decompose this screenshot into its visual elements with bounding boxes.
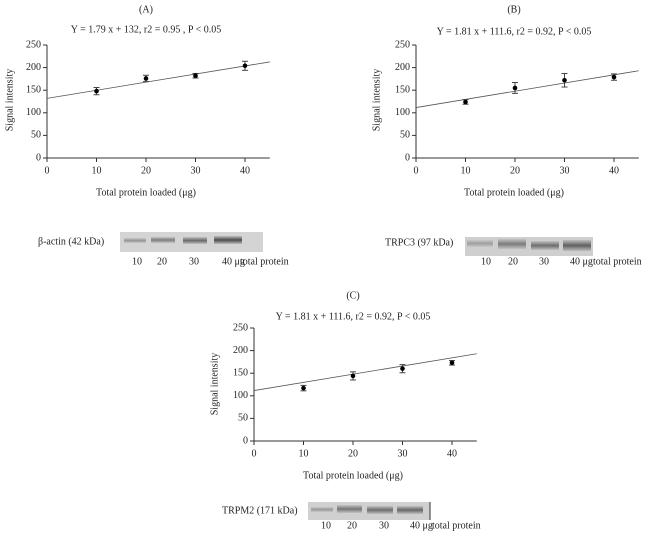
y-tick-label: 0 (243, 435, 248, 446)
y-tick-label: 250 (233, 322, 248, 333)
panel-label: (B) (507, 4, 520, 15)
x-tick-label: 10 (299, 448, 309, 459)
blot-band (498, 239, 526, 249)
x-tick-label: 0 (414, 165, 419, 176)
blot-band (214, 236, 242, 244)
blot-band (367, 506, 393, 514)
x-tick-label: 10 (461, 165, 471, 176)
blot-lane-label: 40 μg (410, 520, 433, 531)
point (400, 366, 405, 371)
y-tick-label: 100 (395, 107, 410, 118)
x-axis-label: Total protein loaded (μg) (303, 470, 403, 481)
blot-band (563, 240, 591, 251)
y-tick-label: 0 (405, 152, 410, 163)
point (193, 73, 198, 79)
blot-band (183, 237, 207, 244)
trendline (46, 61, 270, 99)
blot-label: TRPC3 (97 kDa) (385, 237, 453, 248)
blot-lane-label: 30 (539, 256, 549, 267)
x-tick-label: 30 (398, 448, 408, 459)
point (449, 360, 455, 366)
point (94, 88, 99, 94)
blot-lane-label: 40 μg (222, 256, 245, 267)
blot-lane-label: 20 (347, 520, 357, 531)
blot-band (531, 241, 559, 250)
x-axis-label: Total protein loaded (μg) (96, 187, 196, 198)
blot-band (337, 505, 362, 513)
point (463, 99, 468, 105)
chart-title: Y = 1.81 x + 111.6, r2 = 0.92, P < 0.05 (276, 311, 431, 322)
y-axis-label: Signal intensity (209, 353, 220, 416)
blot-lane-label: 20 (157, 256, 167, 267)
blot-lane-label: 20 (508, 256, 518, 267)
blot-lane-label: 10 (132, 256, 142, 267)
x-tick-label: 30 (191, 165, 201, 176)
blot-label: TRPM2 (171 kDa) (222, 505, 298, 516)
y-axis-label: Signal intensity (371, 69, 382, 132)
x-tick-label: 40 (240, 165, 250, 176)
y-tick-label: 200 (233, 345, 248, 356)
x-tick-label: 20 (510, 165, 520, 176)
blot-lane-label: 10 (321, 520, 331, 531)
x-tick-label: 0 (45, 165, 50, 176)
y-tick-label: 100 (26, 107, 41, 118)
blot-lane-label: 40 μg (570, 256, 593, 267)
blot-lane-label: 30 (189, 256, 199, 267)
x-tick-label: 30 (560, 165, 570, 176)
point (242, 63, 248, 69)
blot-lane-label: 30 (379, 520, 389, 531)
blot-band (467, 240, 493, 247)
point (512, 85, 518, 91)
blot-lane-label: 10 (481, 256, 491, 267)
blot-band (124, 238, 146, 243)
y-tick-label: 150 (395, 84, 410, 95)
blot-band (397, 506, 423, 514)
blot-suffix: total protein (593, 256, 642, 267)
x-axis-label: Total protein loaded (μg) (464, 187, 564, 198)
y-tick-label: 200 (26, 62, 41, 73)
blot-band (151, 237, 175, 243)
point (562, 77, 567, 83)
y-tick-label: 250 (26, 39, 41, 50)
y-tick-label: 200 (395, 62, 410, 73)
point (350, 373, 356, 379)
panel-label: (A) (139, 4, 153, 15)
blot-image (465, 237, 593, 256)
y-tick-label: 150 (26, 84, 41, 95)
y-tick-label: 0 (36, 152, 41, 163)
y-tick-label: 50 (238, 413, 248, 424)
x-tick-label: 10 (92, 165, 102, 176)
point (611, 74, 617, 80)
trendline (415, 70, 639, 108)
blot-suffix: total protein (432, 520, 481, 531)
point (143, 76, 149, 81)
chart-title: Y = 1.79 x + 132, r2 = 0.95 , P < 0.05 (71, 24, 221, 35)
y-tick-label: 50 (400, 130, 410, 141)
x-tick-label: 0 (252, 448, 257, 459)
y-axis-label: Signal intensity (4, 69, 15, 132)
y-tick-label: 250 (395, 39, 410, 50)
y-tick-label: 150 (233, 367, 248, 378)
y-tick-label: 50 (31, 130, 41, 141)
x-tick-label: 40 (447, 448, 457, 459)
y-tick-label: 100 (233, 390, 248, 401)
panel-label: (C) (346, 290, 359, 301)
blot-label: β-actin (42 kDa) (38, 236, 104, 247)
point (301, 385, 306, 391)
chart-title: Y = 1.81 x + 111.6, r2 = 0.92, P < 0.05 (437, 26, 592, 37)
x-tick-label: 40 (609, 165, 619, 176)
blot-band (311, 507, 333, 512)
blot-suffix: total protein (240, 256, 289, 267)
x-tick-label: 20 (348, 448, 358, 459)
trendline (253, 353, 477, 391)
x-tick-label: 20 (141, 165, 151, 176)
